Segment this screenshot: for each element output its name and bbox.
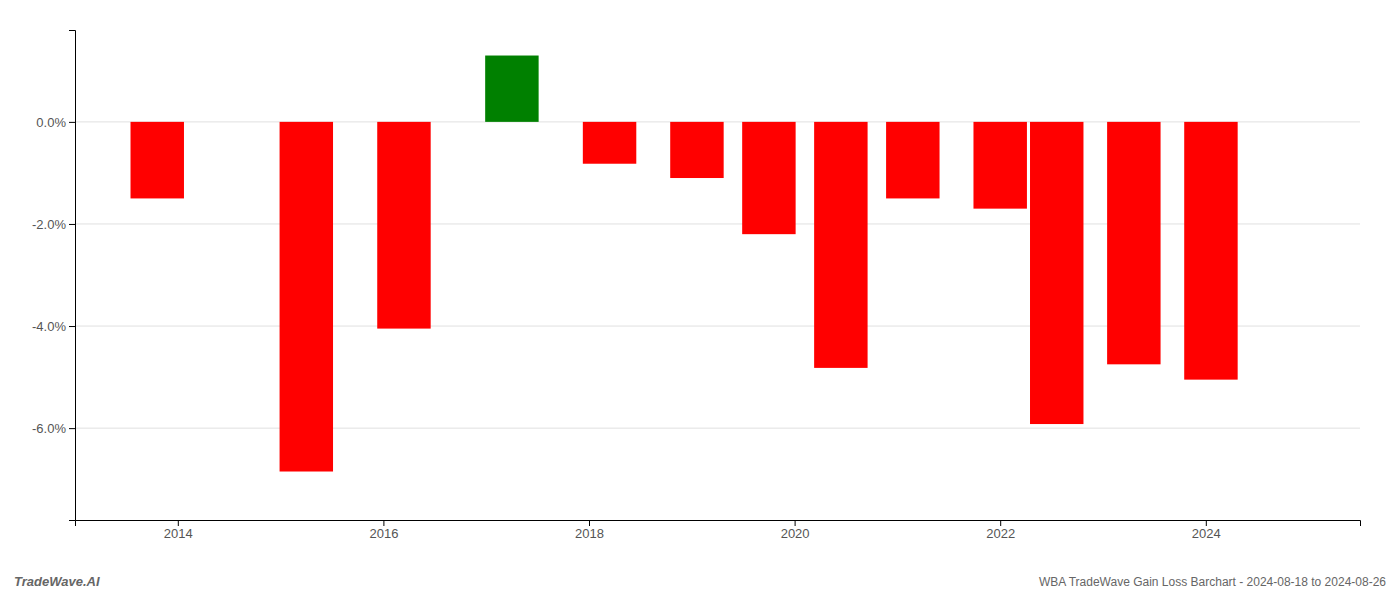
y-tick: -4.0% bbox=[32, 319, 75, 334]
x-tick-mark bbox=[1000, 520, 1001, 526]
x-tick-label: 2014 bbox=[164, 526, 193, 541]
x-axis: 2014 2016 2018 2020 2022 2024 bbox=[76, 520, 1361, 541]
y-axis-line bbox=[69, 31, 76, 521]
bar bbox=[1184, 122, 1237, 380]
bar bbox=[670, 122, 723, 178]
footer-right: WBA TradeWave Gain Loss Barchart - 2024-… bbox=[1039, 575, 1386, 589]
bar bbox=[485, 56, 538, 122]
y-tick-label: -4.0% bbox=[32, 319, 66, 334]
bar bbox=[814, 122, 867, 368]
y-tick: -6.0% bbox=[32, 421, 75, 436]
bars bbox=[131, 56, 1238, 472]
chart: 2014 2016 2018 2020 2022 2024 0.0% -2.0% -4.0% -6… bbox=[0, 0, 1400, 600]
bar bbox=[583, 122, 636, 164]
y-tick-mark bbox=[69, 428, 75, 429]
bar bbox=[280, 122, 333, 472]
grid-line bbox=[75, 326, 1360, 327]
x-axis-line bbox=[76, 521, 1361, 527]
y-tick: -2.0% bbox=[32, 217, 75, 232]
bar bbox=[886, 122, 939, 199]
x-tick-label: 2020 bbox=[781, 526, 810, 541]
x-tick: 2020 bbox=[781, 520, 810, 541]
bar bbox=[1107, 122, 1160, 364]
x-tick: 2014 bbox=[164, 520, 193, 541]
y-tick-label: -6.0% bbox=[32, 421, 66, 436]
y-tick-label: -2.0% bbox=[32, 217, 66, 232]
grid-line bbox=[75, 428, 1360, 429]
bar bbox=[742, 122, 795, 234]
grid bbox=[75, 122, 1360, 428]
y-tick-mark bbox=[69, 224, 75, 225]
x-tick-label: 2024 bbox=[1192, 526, 1221, 541]
bar bbox=[1030, 122, 1083, 424]
x-tick-label: 2018 bbox=[575, 526, 604, 541]
y-tick-label: 0.0% bbox=[36, 115, 66, 130]
bar bbox=[377, 122, 430, 329]
y-tick-mark bbox=[69, 122, 75, 123]
x-tick: 2022 bbox=[986, 520, 1015, 541]
bar bbox=[973, 122, 1026, 209]
x-tick: 2018 bbox=[575, 520, 604, 541]
plot: 2014 2016 2018 2020 2022 2024 0.0% -2.0% -4.0% -6… bbox=[32, 31, 1360, 542]
x-tick-mark bbox=[589, 520, 590, 526]
grid-line bbox=[75, 223, 1360, 224]
x-tick-mark bbox=[383, 520, 384, 526]
x-tick-mark bbox=[178, 520, 179, 526]
x-tick-mark bbox=[795, 520, 796, 526]
x-tick-label: 2022 bbox=[986, 526, 1015, 541]
x-tick-mark bbox=[1206, 520, 1207, 526]
y-tick-mark bbox=[69, 326, 75, 327]
x-tick: 2016 bbox=[369, 520, 398, 541]
footer-left: TradeWave.AI bbox=[14, 574, 100, 589]
x-tick: 2024 bbox=[1192, 520, 1221, 541]
y-tick: 0.0% bbox=[36, 115, 75, 130]
bar bbox=[131, 122, 184, 199]
y-axis: 0.0% -2.0% -4.0% -6.0% bbox=[32, 31, 75, 521]
x-tick-label: 2016 bbox=[369, 526, 398, 541]
